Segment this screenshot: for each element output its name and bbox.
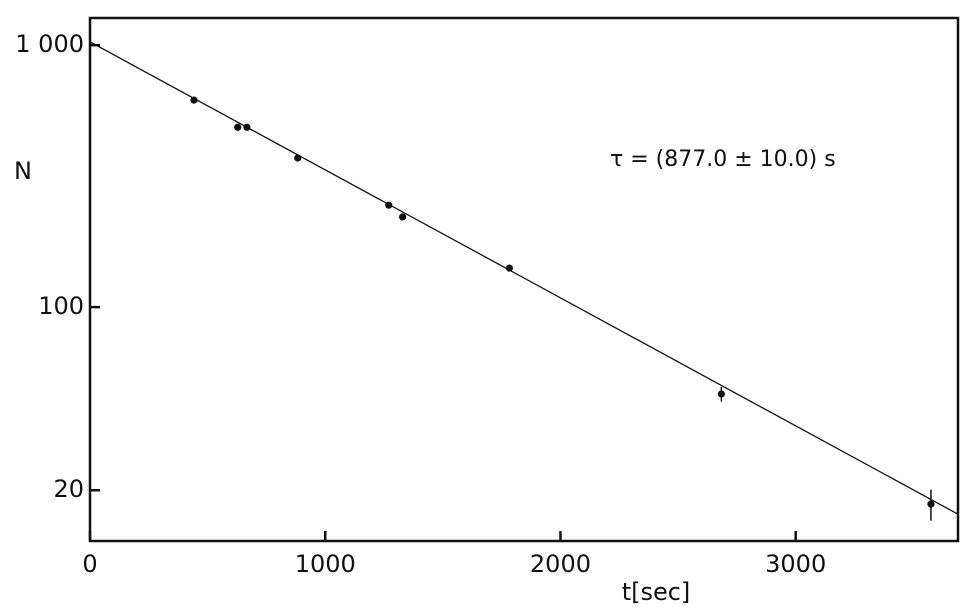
annotation: τ = (877.0 ± 10.0) s: [610, 147, 836, 172]
x-tick-label: 3000: [765, 550, 826, 578]
data-point: [385, 201, 393, 209]
data-point: [927, 500, 935, 508]
data-point: [717, 390, 725, 398]
x-axis-label: t[sec]: [622, 578, 691, 606]
x-tick-label: 2000: [530, 550, 591, 578]
y-axis-label: N: [14, 157, 32, 185]
data-point: [505, 264, 514, 272]
x-tick-label: 1000: [295, 550, 356, 578]
data-point: [399, 213, 407, 221]
y-tick-label: 100: [38, 292, 84, 320]
data-point: [234, 123, 242, 131]
data-point: [294, 154, 302, 162]
x-tick-label: 0: [82, 550, 97, 578]
y-tick-label: 20: [53, 475, 84, 503]
fit-line: [89, 41, 959, 515]
plot-frame: [88, 16, 960, 543]
data-point: [243, 123, 251, 131]
data-point: [190, 96, 198, 104]
y-tick-label: 1 000: [15, 30, 84, 58]
